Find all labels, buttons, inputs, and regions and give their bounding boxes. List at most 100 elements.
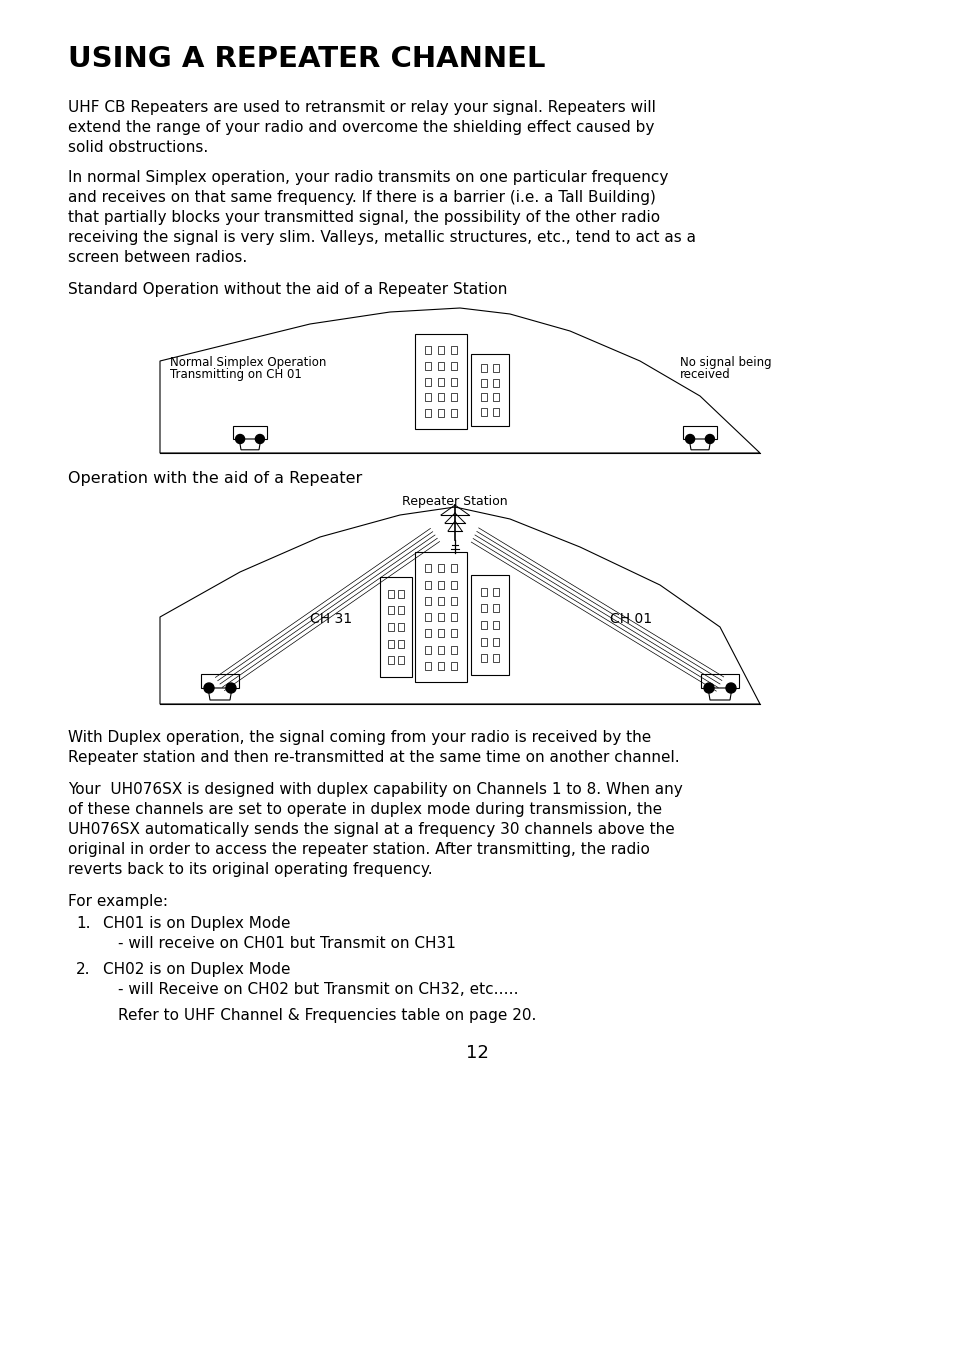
Bar bbox=[682, 426, 717, 438]
Text: Standard Operation without the aid of a Repeater Station: Standard Operation without the aid of a … bbox=[68, 282, 507, 297]
Text: In normal Simplex operation, your radio transmits on one particular frequency: In normal Simplex operation, your radio … bbox=[68, 169, 668, 186]
Bar bbox=[471, 576, 509, 675]
Bar bbox=[437, 565, 443, 572]
Text: Refer to UHF Channel & Frequencies table on page 20.: Refer to UHF Channel & Frequencies table… bbox=[118, 1007, 536, 1024]
Bar bbox=[493, 393, 498, 401]
Circle shape bbox=[255, 434, 264, 444]
Circle shape bbox=[226, 683, 235, 693]
Bar bbox=[451, 362, 456, 370]
Bar bbox=[493, 621, 498, 629]
Bar bbox=[424, 629, 431, 638]
Bar bbox=[480, 393, 486, 401]
Bar bbox=[493, 408, 498, 416]
Bar bbox=[387, 623, 394, 631]
Bar bbox=[415, 551, 467, 682]
Text: No signal being: No signal being bbox=[679, 356, 771, 369]
Bar bbox=[451, 409, 456, 417]
Bar bbox=[480, 588, 486, 596]
Text: UH076SX automatically sends the signal at a frequency 30 channels above the: UH076SX automatically sends the signal a… bbox=[68, 822, 674, 837]
Text: CH01 is on Duplex Mode: CH01 is on Duplex Mode bbox=[103, 916, 291, 931]
Bar bbox=[437, 629, 443, 638]
Bar bbox=[451, 646, 456, 654]
Polygon shape bbox=[707, 689, 731, 699]
Polygon shape bbox=[160, 308, 760, 453]
Bar bbox=[398, 623, 404, 631]
Text: Transmitting on CH 01: Transmitting on CH 01 bbox=[170, 369, 301, 381]
Bar bbox=[424, 662, 431, 670]
Text: reverts back to its original operating frequency.: reverts back to its original operating f… bbox=[68, 862, 432, 877]
Polygon shape bbox=[239, 438, 260, 449]
Text: Normal Simplex Operation: Normal Simplex Operation bbox=[170, 356, 326, 369]
Bar bbox=[424, 581, 431, 589]
Bar bbox=[437, 362, 443, 370]
Text: 2.: 2. bbox=[76, 962, 91, 976]
Bar bbox=[451, 346, 456, 354]
Bar bbox=[480, 408, 486, 416]
Bar bbox=[493, 364, 498, 373]
Bar bbox=[493, 638, 498, 646]
Text: screen between radios.: screen between radios. bbox=[68, 250, 247, 265]
Text: Your  UH076SX is designed with duplex capability on Channels 1 to 8. When any: Your UH076SX is designed with duplex cap… bbox=[68, 781, 682, 798]
Bar bbox=[480, 638, 486, 646]
Bar bbox=[437, 646, 443, 654]
Text: 1.: 1. bbox=[76, 916, 91, 931]
Text: CH 01: CH 01 bbox=[609, 612, 652, 625]
Bar bbox=[493, 588, 498, 596]
Text: received: received bbox=[679, 369, 730, 381]
Bar bbox=[387, 589, 394, 597]
Bar bbox=[451, 565, 456, 572]
Text: extend the range of your radio and overcome the shielding effect caused by: extend the range of your radio and overc… bbox=[68, 120, 654, 134]
Text: USING A REPEATER CHANNEL: USING A REPEATER CHANNEL bbox=[68, 44, 545, 73]
Bar bbox=[379, 577, 412, 677]
Bar bbox=[451, 613, 456, 621]
Bar bbox=[700, 674, 739, 689]
Bar bbox=[424, 378, 431, 386]
Bar bbox=[480, 379, 486, 387]
Bar bbox=[387, 607, 394, 615]
Bar bbox=[493, 604, 498, 612]
Bar bbox=[424, 597, 431, 605]
Bar bbox=[233, 426, 267, 438]
Text: - will Receive on CH02 but Transmit on CH32, etc.….: - will Receive on CH02 but Transmit on C… bbox=[118, 982, 518, 997]
Bar bbox=[437, 662, 443, 670]
Bar bbox=[387, 656, 394, 664]
Text: CH 31: CH 31 bbox=[310, 612, 352, 625]
Bar bbox=[437, 378, 443, 386]
Polygon shape bbox=[160, 507, 760, 703]
Text: that partially blocks your transmitted signal, the possibility of the other radi: that partially blocks your transmitted s… bbox=[68, 210, 659, 225]
Text: Repeater station and then re-transmitted at the same time on another channel.: Repeater station and then re-transmitted… bbox=[68, 751, 679, 765]
Circle shape bbox=[235, 434, 244, 444]
Text: With Duplex operation, the signal coming from your radio is received by the: With Duplex operation, the signal coming… bbox=[68, 730, 651, 745]
Bar bbox=[398, 607, 404, 615]
Bar bbox=[451, 662, 456, 670]
Text: CH02 is on Duplex Mode: CH02 is on Duplex Mode bbox=[103, 962, 291, 976]
Text: Operation with the aid of a Repeater: Operation with the aid of a Repeater bbox=[68, 471, 362, 486]
Bar bbox=[480, 364, 486, 373]
Bar bbox=[424, 409, 431, 417]
Bar bbox=[493, 654, 498, 662]
Text: of these channels are set to operate in duplex mode during transmission, the: of these channels are set to operate in … bbox=[68, 802, 661, 816]
Bar bbox=[451, 378, 456, 386]
Bar bbox=[415, 334, 467, 429]
Polygon shape bbox=[688, 438, 710, 449]
Polygon shape bbox=[208, 689, 232, 699]
Bar bbox=[437, 393, 443, 401]
Bar bbox=[480, 654, 486, 662]
Bar bbox=[424, 346, 431, 354]
Bar bbox=[437, 409, 443, 417]
Bar bbox=[451, 581, 456, 589]
Bar bbox=[387, 640, 394, 648]
Text: solid obstructions.: solid obstructions. bbox=[68, 140, 208, 155]
Bar bbox=[451, 629, 456, 638]
Circle shape bbox=[685, 434, 694, 444]
Circle shape bbox=[725, 683, 735, 693]
Text: Repeater Station: Repeater Station bbox=[402, 495, 507, 508]
Circle shape bbox=[204, 683, 213, 693]
Bar bbox=[437, 597, 443, 605]
Bar bbox=[480, 621, 486, 629]
Bar bbox=[451, 597, 456, 605]
Bar bbox=[424, 393, 431, 401]
Bar bbox=[424, 362, 431, 370]
Bar bbox=[437, 613, 443, 621]
Bar bbox=[424, 565, 431, 572]
